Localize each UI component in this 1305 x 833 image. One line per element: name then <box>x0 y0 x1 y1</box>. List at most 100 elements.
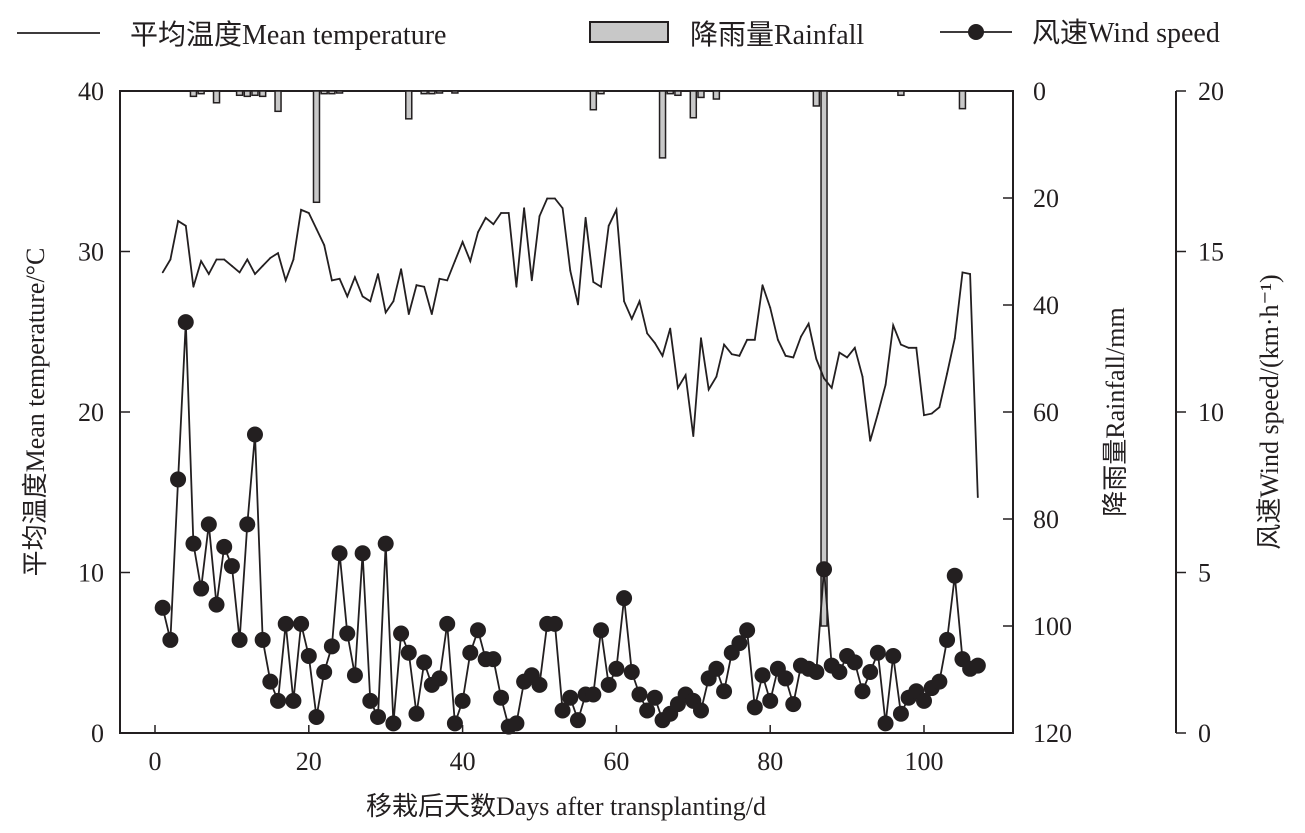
temperature-point <box>384 311 387 314</box>
wind-marker <box>193 580 210 597</box>
rainfall-bar <box>589 90 598 111</box>
temperature-point <box>561 207 564 210</box>
temperature-point <box>607 224 610 227</box>
temperature-point <box>684 374 687 376</box>
wind-marker <box>485 651 502 668</box>
temperature-point <box>207 273 210 275</box>
y-left-tick-label: 10 <box>78 559 104 588</box>
wind-marker <box>462 644 479 661</box>
temperature-point <box>823 377 825 380</box>
wind-marker <box>716 683 733 700</box>
rainfall-bar <box>689 90 698 119</box>
y-wind-tick-label: 15 <box>1198 238 1224 267</box>
x-tick-label: 60 <box>603 747 629 776</box>
temperature-point <box>392 300 395 303</box>
temperature-point <box>507 212 510 214</box>
wind-marker <box>308 708 325 725</box>
wind-marker <box>300 647 317 664</box>
y-rain-tick-label: 20 <box>1033 184 1059 213</box>
temperature-point <box>738 354 741 357</box>
rainfall-bar <box>435 90 444 94</box>
temperature-point <box>407 313 410 315</box>
wind-marker <box>808 664 825 681</box>
temperature-series <box>161 197 979 498</box>
temperature-point <box>692 435 695 437</box>
temperature-point <box>400 268 402 271</box>
wind-marker <box>339 625 356 642</box>
wind-marker <box>892 705 909 722</box>
wind-marker <box>785 696 802 713</box>
temperature-point <box>269 257 272 259</box>
rainfall-bar <box>712 90 721 100</box>
x-tick-label: 100 <box>905 747 944 776</box>
y-rain-tick-label: 60 <box>1033 398 1059 427</box>
temperature-point <box>423 285 426 288</box>
wind-marker <box>546 615 563 632</box>
temperature-point <box>661 354 664 357</box>
temperature-point <box>700 337 702 340</box>
wind-marker <box>177 314 194 331</box>
temperature-point <box>292 258 295 261</box>
temperature-point <box>915 346 918 349</box>
y-wind-axis: 0 5 10 15 20 <box>1175 77 1224 748</box>
wind-marker <box>554 702 571 719</box>
y-rain-axis: 0 20 40 60 80 100 120 <box>1003 77 1072 748</box>
temperature-point <box>161 271 164 274</box>
temperature-point <box>584 216 587 219</box>
temperature-point <box>623 300 625 303</box>
y-wind-tick-label: 5 <box>1198 559 1211 588</box>
temperature-point <box>369 300 372 303</box>
temperature-point <box>430 313 433 315</box>
rainfall-bar <box>451 90 459 94</box>
rainfall-bar <box>312 90 321 204</box>
temperature-point <box>830 387 833 389</box>
temperature-point <box>776 338 779 341</box>
y-rain-tick-label: 0 <box>1033 77 1046 106</box>
wind-marker <box>208 596 225 613</box>
y-left-axis-title: 平均温度Mean temperature/°C <box>21 248 50 577</box>
rainfall-bar <box>212 90 221 104</box>
temperature-point <box>538 215 541 218</box>
temperature-point <box>254 273 256 275</box>
temperature-point <box>861 375 864 378</box>
wind-marker <box>692 702 709 719</box>
y-rain-tick-label: 120 <box>1033 719 1072 748</box>
temperature-point <box>800 335 802 338</box>
wind-marker <box>616 590 633 607</box>
legend-temperature-label: 平均温度Mean temperature <box>130 19 446 51</box>
temperature-point <box>215 258 218 261</box>
legend-rainfall-label: 降雨量Rainfall <box>690 19 864 51</box>
temperature-point <box>330 279 333 282</box>
temperature-point <box>315 228 318 230</box>
temperature-point <box>515 285 518 288</box>
temperature-point <box>792 356 795 359</box>
temperature-point <box>884 383 887 386</box>
wind-marker <box>731 635 748 652</box>
legend: 平均温度Mean temperature 降雨量Rainfall 风速Wind … <box>17 18 1220 51</box>
y-wind-tick-label: 0 <box>1198 719 1211 748</box>
temperature-point <box>307 212 310 214</box>
wind-marker <box>600 676 617 693</box>
wind-marker <box>562 689 579 706</box>
temperature-point <box>784 354 787 357</box>
temperature-point <box>577 303 579 306</box>
temperature-point <box>592 281 595 283</box>
rainfall-bar <box>428 90 436 95</box>
temperature-point <box>638 300 641 303</box>
temperature-point <box>553 197 556 200</box>
temperature-point <box>953 337 956 340</box>
temperature-point <box>323 244 326 246</box>
rainfall-bar <box>328 90 336 95</box>
rainfall-bar <box>812 90 821 107</box>
wind-marker <box>354 545 371 562</box>
wind-marker <box>569 712 586 729</box>
wind-marker <box>508 715 525 732</box>
wind-marker <box>585 686 602 703</box>
wind-marker <box>885 647 902 664</box>
temperature-point <box>300 208 303 211</box>
wind-marker <box>370 708 387 725</box>
temperature-point <box>546 197 549 200</box>
wind-marker <box>331 545 348 562</box>
wind-marker <box>593 622 610 639</box>
temperature-point <box>961 271 964 274</box>
